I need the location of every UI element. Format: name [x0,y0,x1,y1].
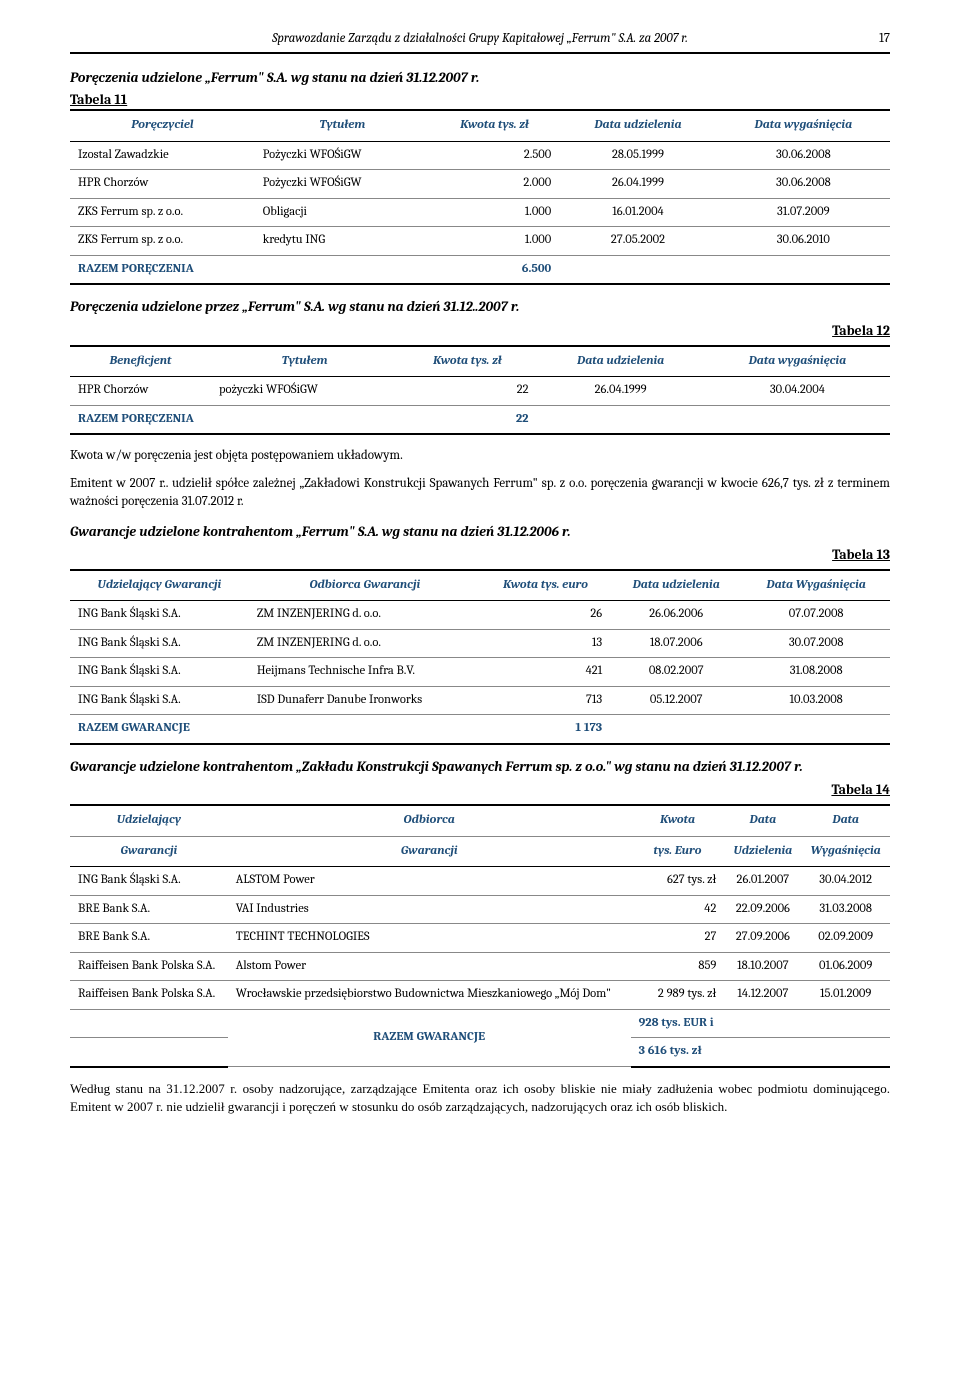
t13-h4: Data Wygaśnięcia [742,570,890,601]
section2-title: Poręczenia udzielone przez „Ferrum" S.A.… [70,297,890,317]
t12-h3: Data udzielenia [537,346,705,377]
table13-label: Tabela 13 [70,545,890,565]
t13-h1: Odbiorca Gwarancji [249,570,481,601]
t11-h4: Data wygaśnięcia [717,110,890,141]
t14-h1a: Odbiorca [228,805,631,836]
table12-label: Tabela 12 [70,321,890,341]
table-row: ING Bank Śląski S.A. ISD Dunaferr Danube… [70,686,890,715]
table-row: Raiffeisen Bank Polska S.A. Wrocławskie … [70,981,890,1010]
section3-title: Gwarancje udzielone kontrahentom „Ferrum… [70,522,890,542]
table-row: ZKS Ferrum sp. z o.o. Obligacji 1.000 16… [70,198,890,227]
section4-title: Gwarancje udzielone kontrahentom „Zakład… [70,757,890,777]
paragraph-1: Kwota w/w poręczenia jest objęta postępo… [70,447,890,465]
paragraph-2: Emitent w 2007 r.. udzielił spółce zależ… [70,475,890,511]
t14-h3a: Data [724,805,801,836]
table14-label: Tabela 14 [70,780,890,800]
table-14: Udzielający Odbiorca Kwota Data Data Gwa… [70,804,890,1068]
t12-h0: Beneficjent [70,346,211,377]
table-row: ING Bank Śląski S.A. ZM INZENJERING d. o… [70,601,890,630]
t14-h0a: Udzielający [70,805,228,836]
table-13: Udzielający Gwarancji Odbiorca Gwarancji… [70,569,890,745]
table-row: Izostal Zawadzkie Pożyczki WFOŚiGW 2.500… [70,141,890,170]
t14-h1b: Gwarancji [228,836,631,867]
t13-h3: Data udzielenia [610,570,742,601]
table-row: ZKS Ferrum sp. z o.o. kredytu ING 1.000 … [70,227,890,256]
table-12: Beneficjent Tytułem Kwota tys. zł Data u… [70,345,890,436]
page-number: 17 [879,30,890,48]
t13-h0: Udzielający Gwarancji [70,570,249,601]
table-row: ING Bank Śląski S.A. Heijmans Technische… [70,658,890,687]
razem-row: RAZEM PORĘCZENIA 6.500 [70,255,890,284]
razem-row: RAZEM GWARANCJE 1 173 [70,715,890,744]
t14-h0b: Gwarancji [70,836,228,867]
t14-h4a: Data [801,805,890,836]
section1-title: Poręczenia udzielone „Ferrum" S.A. wg st… [70,68,890,88]
table-row: ING Bank Śląski S.A. ZM INZENJERING d. o… [70,629,890,658]
t11-h1: Tytułem [255,110,430,141]
table-row: HPR Chorzów Pożyczki WFOŚiGW 2.000 26.04… [70,170,890,199]
t12-h4: Data wygaśnięcia [705,346,890,377]
t14-h3b: Udzielenia [724,836,801,867]
t14-h2a: Kwota [631,805,725,836]
t12-h1: Tytułem [211,346,398,377]
t13-h2: Kwota tys. euro [481,570,610,601]
table-row: Raiffeisen Bank Polska S.A. Alstom Power… [70,952,890,981]
t11-h0: Poręczyciel [70,110,255,141]
table-row: BRE Bank S.A. TECHINT TECHNOLOGIES 27 27… [70,924,890,953]
table-11: Poręczyciel Tytułem Kwota tys. zł Data u… [70,109,890,285]
table11-label: Tabela 11 [70,90,890,110]
t11-h3: Data udzielenia [559,110,716,141]
page-header: Sprawozdanie Zarządu z działalności Grup… [70,30,890,53]
table-row: ING Bank Śląski S.A. ALSTOM Power 627 ty… [70,867,890,896]
header-title: Sprawozdanie Zarządu z działalności Grup… [272,31,688,46]
razem-row: RAZEM PORĘCZENIA 22 [70,405,890,434]
t11-h2: Kwota tys. zł [430,110,559,141]
table-row: HPR Chorzów pożyczki WFOŚiGW 22 26.04.19… [70,377,890,406]
t14-h2b: tys. Euro [631,836,725,867]
razem-row-1: RAZEM GWARANCJE 928 tys. EUR i [70,1009,890,1038]
footer-paragraph: Według stanu na 31.12.2007 r. osoby nadz… [70,1080,890,1116]
t12-h2: Kwota tys. zł [398,346,536,377]
t14-h4b: Wygaśnięcia [801,836,890,867]
table-row: BRE Bank S.A. VAI Industries 42 22.09.20… [70,895,890,924]
